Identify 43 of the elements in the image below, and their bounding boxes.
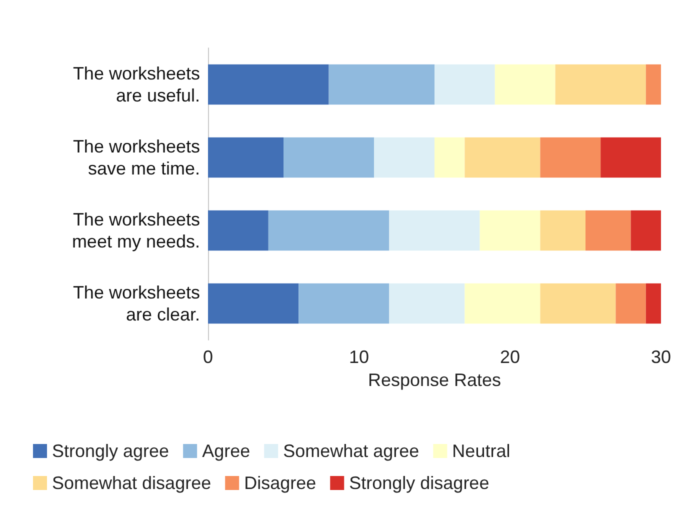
legend-label: Disagree: [244, 473, 316, 493]
bar: [208, 210, 268, 251]
y-tick-label: The worksheets are useful.: [72, 64, 200, 106]
bar: [464, 137, 540, 178]
bar: [616, 283, 646, 324]
bar: [540, 283, 616, 324]
bar: [208, 137, 284, 178]
legend-label: Strongly agree: [52, 441, 170, 461]
bar: [298, 283, 390, 324]
bar: [630, 210, 661, 251]
bar: [600, 137, 661, 178]
bar: [540, 137, 601, 178]
bar: [284, 137, 374, 178]
x-tick-label: 20: [500, 347, 520, 367]
bar: [540, 210, 586, 251]
y-tick-label: The worksheets meet my needs.: [72, 210, 200, 252]
legend-label: Somewhat agree: [283, 441, 420, 461]
x-tick-label: 0: [202, 347, 214, 367]
bar: [389, 210, 480, 251]
y-tick-label: The worksheets are clear.: [72, 282, 200, 324]
legend-label: Strongly disagree: [349, 473, 490, 493]
legend-label: Agree: [202, 441, 250, 461]
bar: [646, 64, 661, 105]
bar: [434, 64, 495, 105]
bar: [328, 64, 434, 105]
y-tick-label: The worksheets save me time.: [72, 136, 200, 178]
bar: [646, 283, 661, 324]
bar: [208, 64, 329, 105]
x-axis-title: Response Rates: [368, 370, 502, 390]
legend-label: Somewhat disagree: [52, 473, 212, 493]
bar: [389, 283, 465, 324]
bar: [480, 210, 540, 251]
x-tick-label: 10: [348, 347, 370, 367]
bar: [268, 210, 390, 251]
bar: [208, 283, 299, 324]
bar: [434, 137, 465, 178]
bar: [494, 64, 556, 105]
x-tick-label: 30: [650, 347, 672, 367]
bar: [585, 210, 631, 251]
bar: [555, 64, 646, 105]
bar: [374, 137, 434, 178]
bar: [464, 283, 540, 324]
legend-label: Neutral: [452, 441, 510, 461]
